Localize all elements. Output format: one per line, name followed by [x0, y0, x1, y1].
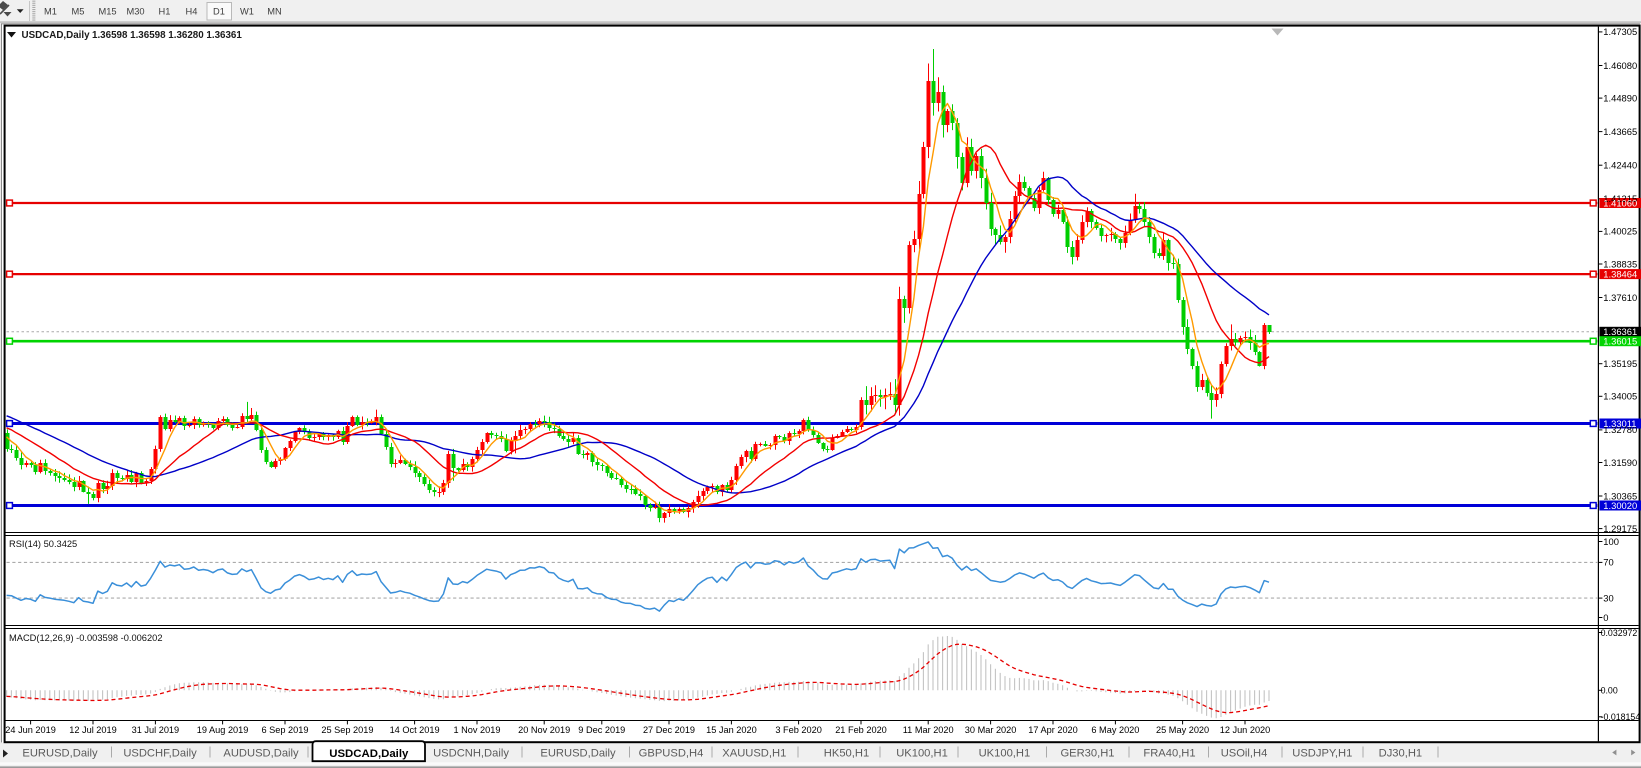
svg-text:6 Sep 2019: 6 Sep 2019 [261, 725, 308, 735]
svg-text:1.38464: 1.38464 [1603, 268, 1637, 279]
svg-text:USDCNH,Daily: USDCNH,Daily [433, 748, 509, 760]
svg-text:1.40025: 1.40025 [1603, 226, 1637, 237]
svg-text:USOil,H4: USOil,H4 [1221, 748, 1268, 760]
svg-text:GER30,H1: GER30,H1 [1060, 748, 1114, 760]
svg-text:0.032972: 0.032972 [1601, 628, 1638, 638]
svg-text:FRA40,H1: FRA40,H1 [1143, 748, 1195, 760]
svg-text:1.36015: 1.36015 [1603, 336, 1637, 347]
svg-text:USDCAD,Daily: USDCAD,Daily [329, 748, 409, 760]
svg-text:6 May 2020: 6 May 2020 [1091, 725, 1139, 735]
svg-text:25 Sep 2019: 25 Sep 2019 [321, 725, 373, 735]
svg-text:1.30020: 1.30020 [1603, 500, 1637, 511]
svg-text:EURUSD,Daily: EURUSD,Daily [540, 748, 616, 760]
svg-text:1.42440: 1.42440 [1603, 160, 1637, 171]
svg-text:12 Jul 2019: 12 Jul 2019 [69, 725, 117, 735]
svg-text:1.36598 1.36598 1.36280 1.3636: 1.36598 1.36598 1.36280 1.36361 [92, 30, 242, 41]
svg-text:1.37610: 1.37610 [1603, 292, 1637, 303]
svg-text:20 Nov 2019: 20 Nov 2019 [518, 725, 570, 735]
svg-text:1.36361: 1.36361 [1603, 326, 1637, 337]
svg-text:GBPUSD,H4: GBPUSD,H4 [639, 748, 704, 760]
svg-text:EURUSD,Daily: EURUSD,Daily [22, 748, 98, 760]
svg-text:27 Dec 2019: 27 Dec 2019 [643, 725, 695, 735]
svg-text:24 Jun 2019: 24 Jun 2019 [5, 725, 56, 735]
svg-text:19 Aug 2019: 19 Aug 2019 [197, 725, 249, 735]
svg-text:D1: D1 [213, 6, 225, 16]
svg-text:1.43665: 1.43665 [1603, 126, 1637, 137]
svg-text:M1: M1 [44, 6, 57, 16]
svg-text:1.31590: 1.31590 [1603, 457, 1637, 468]
svg-text:21 Feb 2020: 21 Feb 2020 [835, 725, 887, 735]
svg-text:1 Nov 2019: 1 Nov 2019 [454, 725, 501, 735]
svg-text:1.30365: 1.30365 [1603, 490, 1637, 501]
svg-text:17 Apr 2020: 17 Apr 2020 [1028, 725, 1078, 735]
svg-text:1.38835: 1.38835 [1603, 258, 1637, 269]
svg-text:0: 0 [1603, 612, 1608, 623]
svg-text:XAUUSD,H1: XAUUSD,H1 [722, 748, 786, 760]
svg-text:HK50,H1: HK50,H1 [824, 748, 869, 760]
svg-text:RSI(14) 50.3425: RSI(14) 50.3425 [9, 539, 77, 549]
svg-text:9 Dec 2019: 9 Dec 2019 [578, 725, 625, 735]
svg-text:15 Jan 2020: 15 Jan 2020 [706, 725, 757, 735]
svg-text:USDJPY,H1: USDJPY,H1 [1292, 748, 1352, 760]
svg-text:0.00: 0.00 [1601, 686, 1618, 696]
svg-text:UK100,H1: UK100,H1 [896, 748, 948, 760]
svg-text:M30: M30 [126, 6, 144, 16]
svg-text:H4: H4 [186, 6, 198, 16]
svg-text:1.32780: 1.32780 [1603, 424, 1637, 435]
svg-text:1.29175: 1.29175 [1603, 523, 1637, 534]
svg-text:70: 70 [1603, 557, 1613, 568]
svg-text:1.41060: 1.41060 [1603, 197, 1637, 208]
svg-text:UK100,H1: UK100,H1 [979, 748, 1031, 760]
svg-text:14 Oct 2019: 14 Oct 2019 [390, 725, 440, 735]
svg-text:H1: H1 [159, 6, 171, 16]
svg-text:100: 100 [1603, 536, 1619, 547]
svg-text:30 Mar 2020: 30 Mar 2020 [965, 725, 1017, 735]
svg-text:USDCAD,Daily: USDCAD,Daily [22, 30, 91, 41]
svg-text:12 Jun 2020: 12 Jun 2020 [1220, 725, 1271, 735]
svg-text:3 Feb 2020: 3 Feb 2020 [775, 725, 822, 735]
svg-text:-0.018154: -0.018154 [1601, 712, 1641, 722]
svg-text:M15: M15 [98, 6, 116, 16]
svg-text:1.33011: 1.33011 [1603, 418, 1636, 429]
svg-text:W1: W1 [240, 6, 254, 16]
svg-text:11 Mar 2020: 11 Mar 2020 [903, 725, 954, 735]
svg-text:1.34005: 1.34005 [1603, 391, 1637, 402]
svg-text:30: 30 [1603, 592, 1613, 603]
svg-text:1.44890: 1.44890 [1603, 92, 1637, 103]
svg-text:1.46080: 1.46080 [1603, 60, 1637, 71]
svg-text:M5: M5 [72, 6, 85, 16]
svg-text:DJ30,H1: DJ30,H1 [1379, 748, 1423, 760]
svg-text:1.41215: 1.41215 [1603, 193, 1637, 204]
svg-text:AUDUSD,Daily: AUDUSD,Daily [223, 748, 299, 760]
svg-text:MN: MN [267, 6, 281, 16]
svg-text:USDCHF,Daily: USDCHF,Daily [123, 748, 197, 760]
svg-text:1.35195: 1.35195 [1603, 358, 1637, 369]
svg-text:31 Jul 2019: 31 Jul 2019 [132, 725, 180, 735]
svg-text:MACD(12,26,9) -0.003598 -0.006: MACD(12,26,9) -0.003598 -0.006202 [9, 633, 163, 643]
svg-text:1.47305: 1.47305 [1603, 26, 1637, 37]
svg-text:25 May 2020: 25 May 2020 [1156, 725, 1209, 735]
